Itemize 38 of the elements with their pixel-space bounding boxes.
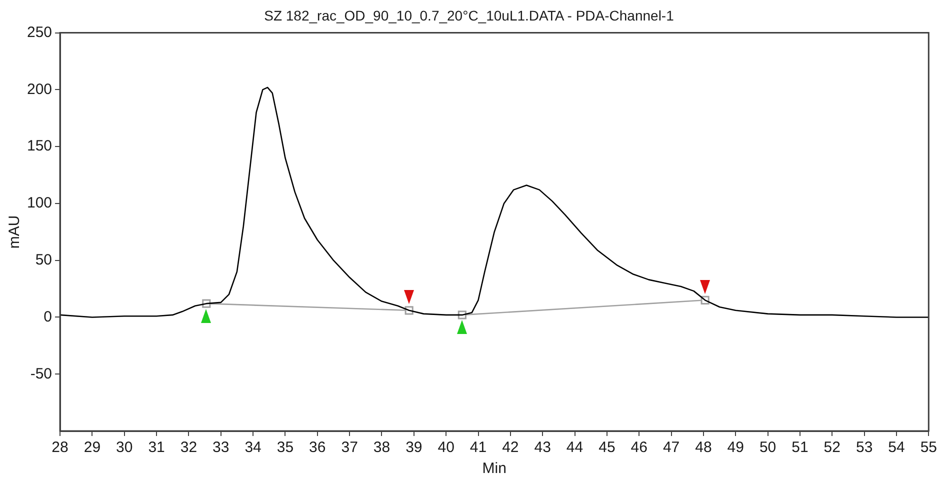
x-tick-label: 54 xyxy=(888,439,905,456)
x-tick-label: 35 xyxy=(276,439,294,456)
x-tick-label: 28 xyxy=(52,439,68,456)
x-tick-label: 53 xyxy=(856,439,873,456)
y-tick-label: 150 xyxy=(26,138,52,155)
x-tick-label: 36 xyxy=(309,439,326,456)
x-tick-label: 50 xyxy=(759,439,776,456)
x-tick-label: 33 xyxy=(212,439,230,456)
y-tick-label: 200 xyxy=(26,80,52,98)
x-tick-label: 41 xyxy=(470,439,487,456)
x-tick-label: 29 xyxy=(84,439,101,456)
y-tick-label: -50 xyxy=(30,365,52,382)
x-tick-label: 32 xyxy=(180,439,198,456)
x-tick-label: 43 xyxy=(534,439,551,456)
x-tick-label: 34 xyxy=(244,439,262,456)
x-axis-title: Min xyxy=(482,460,506,478)
x-tick-label: 49 xyxy=(727,439,744,456)
x-tick-label: 39 xyxy=(406,439,422,456)
x-tick-label: 44 xyxy=(566,439,584,456)
x-tick-label: 31 xyxy=(148,439,165,456)
x-tick-label: 51 xyxy=(792,439,808,456)
y-tick-label: 50 xyxy=(35,251,52,268)
x-tick-label: 48 xyxy=(695,439,712,456)
x-tick-label: 38 xyxy=(373,439,390,456)
y-tick-label: 0 xyxy=(44,308,52,326)
x-tick-label: 45 xyxy=(598,439,616,456)
y-tick-label: 250 xyxy=(26,24,52,41)
x-tick-label: 46 xyxy=(630,439,648,456)
x-tick-label: 30 xyxy=(116,439,133,456)
x-tick-label: 37 xyxy=(341,439,358,456)
x-tick-label: 55 xyxy=(920,439,937,456)
chart-title: SZ 182_rac_OD_90_10_0.7_20°C_10uL1.DATA - PDA-Channel-1 xyxy=(264,7,674,24)
x-tick-label: 40 xyxy=(438,439,454,456)
x-tick-label: 52 xyxy=(824,439,840,456)
x-tick-label: 47 xyxy=(662,439,680,456)
x-tick-label: 42 xyxy=(502,439,519,456)
y-axis-title: mAU xyxy=(6,215,24,249)
y-tick-label: 100 xyxy=(26,194,52,212)
